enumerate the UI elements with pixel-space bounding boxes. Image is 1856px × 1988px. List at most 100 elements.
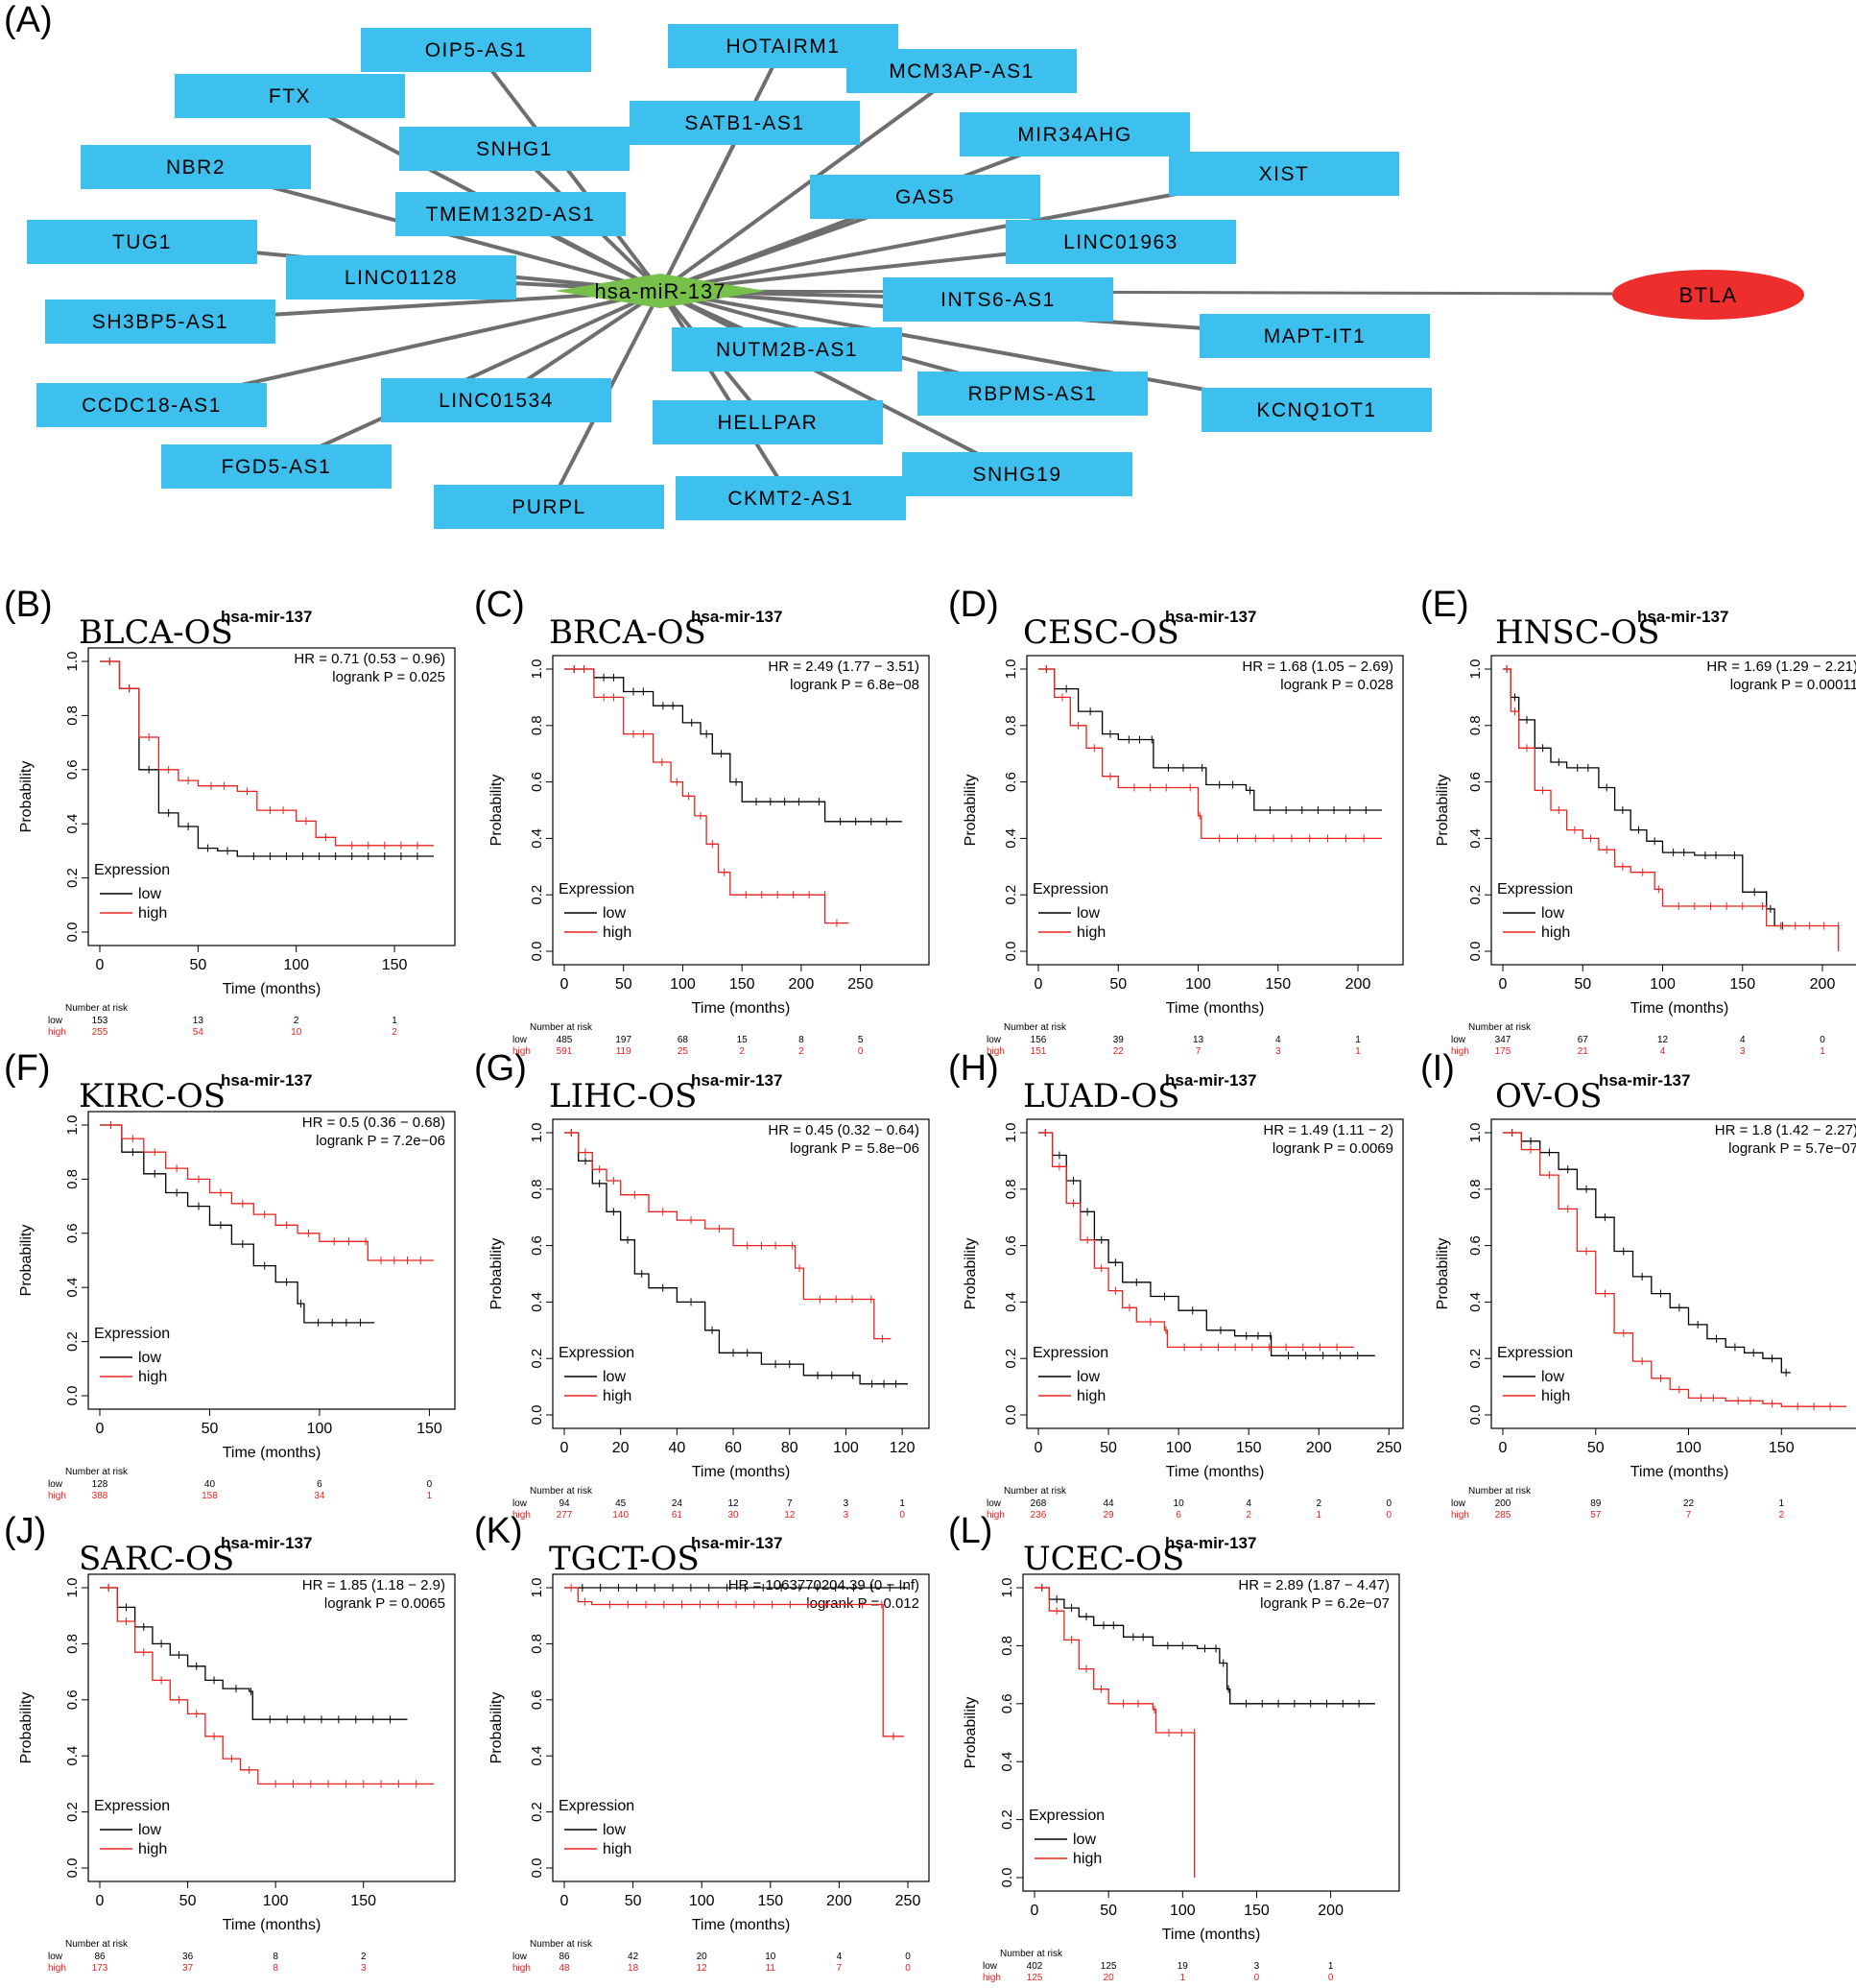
y-tick-label: 0.6 [64,1223,81,1243]
lncrna-label: SH3BP5-AS1 [92,311,228,333]
risk-low-count: 19 [1178,1961,1189,1972]
lncrna-node: MCM3AP-AS1 [846,49,1077,93]
lncrna-node: LINC01963 [1006,220,1236,264]
panel-label: (D) [948,585,999,625]
risk-high-label: high [512,1963,531,1974]
risk-low-count: 8 [798,1035,804,1045]
risk-high-count: 48 [559,1963,570,1974]
lncrna-box [395,192,626,236]
edge-snhg19 [659,289,1018,476]
legend-title: Expression [559,881,634,898]
legend-title: Expression [94,1326,170,1342]
x-tick-label: 80 [781,1440,798,1456]
y-tick-label: 0.8 [64,1169,81,1189]
lncrna-label: SATB1-AS1 [684,112,804,134]
curve-high [100,1124,434,1261]
risk-low-count: 40 [204,1479,216,1490]
risk-title: Number at risk [1468,1486,1532,1497]
risk-title: Number at risk [1004,1486,1067,1497]
x-tick-label: 150 [1236,1440,1262,1456]
y-axis-label: Probability [963,775,979,847]
lncrna-node: SATB1-AS1 [630,101,860,145]
lncrna-label: SNHG19 [972,464,1061,486]
risk-high-count: 1 [1355,1046,1361,1057]
risk-high-count: 8 [273,1963,278,1974]
high-censor-marks [570,1129,884,1343]
y-tick-label: 0.2 [1003,885,1019,905]
risk-low-count: 22 [1683,1498,1695,1509]
km-mirna-label: hsa-mir-137 [691,1071,783,1090]
risk-low-count: 3 [1254,1961,1260,1972]
km-panel-brca-os: (C) BRCA-OS hsa-mir-137 0.0 0.2 0.4 0.6 0.8 1.0 P… [474,585,930,1057]
x-tick-label: 50 [1587,1440,1605,1456]
lncrna-node: SH3BP5-AS1 [45,299,275,344]
risk-low-count: 1 [899,1498,905,1509]
y-axis-label: Probability [963,1697,979,1769]
risk-low-count: 125 [1101,1961,1117,1972]
lncrna-label: NBR2 [166,156,226,179]
risk-high-count: 7 [837,1963,843,1974]
y-tick-label: 0.6 [64,1689,81,1710]
legend-low-label: low [138,1350,161,1366]
risk-high-count: 34 [314,1491,325,1501]
risk-high-count: 4 [1660,1046,1666,1057]
lncrna-label: PURPL [512,496,586,518]
x-tick-label: 0 [96,1893,105,1909]
y-tick-label: 0.4 [529,1292,545,1312]
hazard-ratio: HR = 1.8 (1.42 − 2.27) [1715,1122,1856,1138]
panel-label: (K) [474,1511,523,1551]
risk-low-count: 4 [1740,1035,1746,1045]
legend-high-label: high [138,1369,167,1385]
mirna-diamond [555,274,766,308]
y-tick-label: 0.0 [1003,942,1019,962]
y-tick-label: 0.0 [529,942,545,962]
risk-title: Number at risk [65,1003,129,1014]
legend-low-label: low [1073,1832,1096,1848]
risk-high-count: 2 [1246,1510,1251,1521]
risk-low-count: 1 [1355,1035,1361,1045]
risk-low-label: low [987,1498,1002,1509]
risk-high-label: high [512,1510,531,1521]
y-tick-label: 0.0 [529,1405,545,1425]
y-tick-label: 0.6 [999,1693,1015,1713]
risk-low-label: low [1451,1498,1466,1509]
km-mirna-label: hsa-mir-137 [1165,608,1257,626]
risk-high-count: 1 [427,1491,433,1501]
lncrna-box [399,127,630,171]
y-tick-label: 0.8 [1003,1179,1019,1199]
risk-low-count: 1 [1328,1961,1334,1972]
lncrna-node: CCDC18-AS1 [36,383,267,427]
lncrna-box [175,74,405,118]
y-tick-label: 0.4 [1003,828,1019,849]
risk-low-count: 13 [193,1016,204,1026]
x-axis-label: Time (months) [223,1445,321,1461]
network-diagram: OIP5-AS1 HOTAIRM1 MCM3AP-AS1 FTX SATB1-AS1 SN… [27,24,1804,529]
curve-low [1038,1132,1375,1356]
legend-title: Expression [1497,881,1573,898]
lncrna-box [286,255,516,299]
x-axis-label: Time (months) [1162,1927,1261,1943]
plot-frame [1490,1118,1856,1429]
logrank-p: logrank P = 0.025 [332,669,445,685]
risk-low-count: 86 [559,1952,570,1962]
lncrna-label: MIR34AHG [1017,124,1131,146]
risk-high-count: 2 [798,1046,804,1057]
y-tick-label: 0.4 [64,1746,81,1766]
edge-btla [659,289,1613,296]
y-tick-label: 0.8 [1467,1179,1484,1199]
lncrna-label: LINC01963 [1063,231,1178,253]
y-axis-label: Probability [18,1225,35,1297]
x-axis-label: Time (months) [1630,1000,1729,1017]
high-censor-marks [1511,1129,1831,1411]
legend-high-label: high [1077,1388,1106,1404]
x-axis-label: Time (months) [1166,1000,1265,1017]
risk-high-label: high [512,1046,531,1057]
y-tick-label: 0.8 [529,715,545,735]
y-tick-label: 0.0 [64,1858,81,1879]
lncrna-label: CCDC18-AS1 [82,395,222,417]
y-tick-label: 0.2 [64,868,81,888]
high-censor-marks [107,1584,417,1788]
risk-low-count: 1 [392,1016,397,1026]
y-axis-label: Probability [488,1692,505,1764]
